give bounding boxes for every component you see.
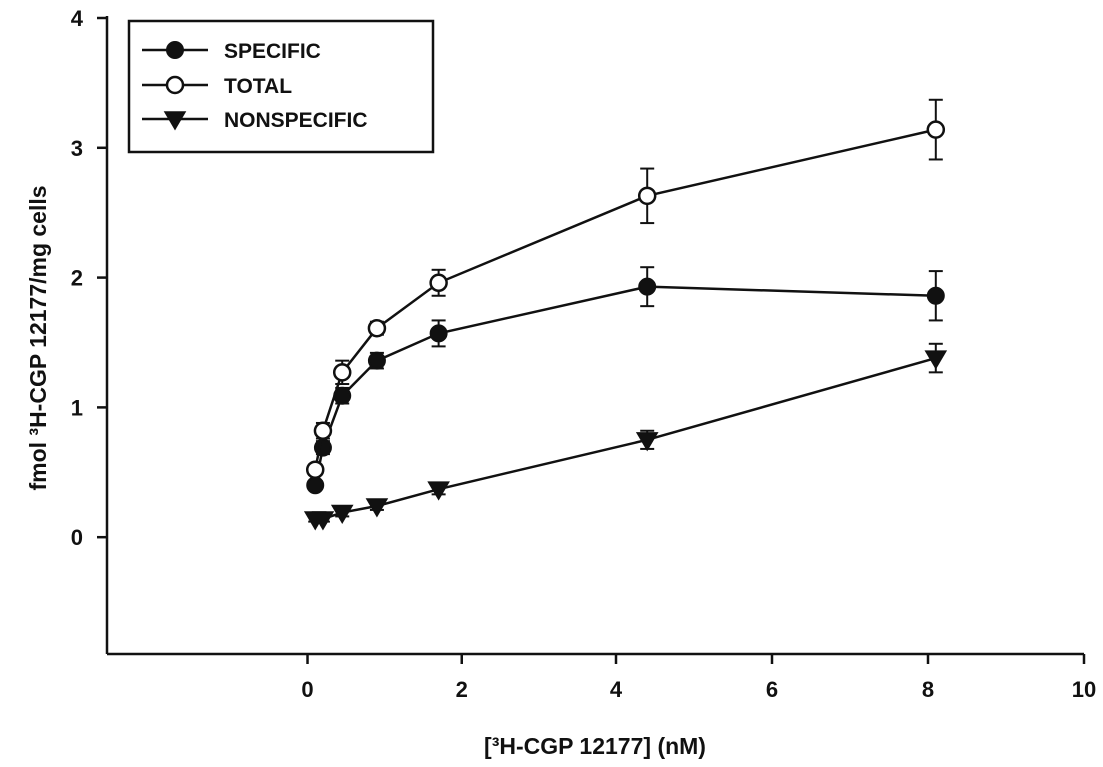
legend-marker-open-circle: [165, 75, 185, 95]
data-point: [429, 324, 448, 343]
legend-label-specific: SPECIFIC: [224, 40, 321, 63]
ticks: 0 2 4 6 8 10 0 1 2 3 4: [71, 6, 1096, 702]
x-tick-label: 2: [456, 677, 468, 702]
series-nonspecific: [303, 342, 948, 531]
series-line: [315, 356, 937, 521]
data-point: [926, 120, 946, 139]
x-tick-label: 0: [301, 677, 313, 702]
data-point: [332, 363, 352, 382]
legend-marker-filled-triangle-down: [163, 111, 187, 131]
legend-entry-specific: SPECIFIC: [142, 40, 321, 63]
data-point: [637, 186, 657, 206]
x-tick-label: 6: [766, 677, 778, 702]
legend-marker-filled-circle: [166, 41, 184, 59]
data-point: [926, 286, 945, 305]
legend: SPECIFIC TOTAL NONSPECIFIC: [127, 19, 435, 154]
legend-entry-nonspecific: NONSPECIFIC: [142, 109, 368, 132]
y-tick-label: 1: [71, 395, 83, 420]
data-point: [330, 504, 354, 525]
data-point: [638, 277, 657, 296]
x-axis-title: [³H-CGP 12177] (nM): [484, 733, 706, 759]
y-axis-title: fmol ³H-CGP 12177/mg cells: [25, 185, 51, 490]
series-specific: [306, 266, 945, 495]
data-point: [311, 511, 335, 531]
x-tick-label: 8: [922, 677, 934, 702]
legend-label-nonspecific: NONSPECIFIC: [224, 109, 368, 132]
axes: [105, 16, 1084, 656]
data-point: [313, 421, 333, 441]
x-tick-label: 4: [610, 677, 623, 702]
data-point: [305, 460, 325, 479]
y-tick-label: 0: [71, 525, 83, 550]
data-point: [427, 481, 450, 501]
data-point: [367, 351, 386, 370]
data-point: [924, 350, 948, 370]
series-line: [314, 285, 936, 486]
data-point: [367, 318, 387, 338]
series-line: [314, 128, 937, 470]
y-tick-label: 2: [71, 266, 83, 291]
series-total: [305, 98, 946, 479]
y-tick-label: 3: [71, 136, 83, 161]
series-layer: [303, 98, 948, 531]
y-tick-label: 4: [71, 6, 84, 31]
data-point: [635, 432, 659, 452]
data-point: [306, 476, 325, 495]
legend-entry-total: TOTAL: [142, 75, 292, 98]
data-point: [429, 273, 448, 293]
x-tick-label: 10: [1072, 677, 1096, 702]
data-point: [365, 498, 389, 518]
legend-label-total: TOTAL: [224, 75, 292, 98]
